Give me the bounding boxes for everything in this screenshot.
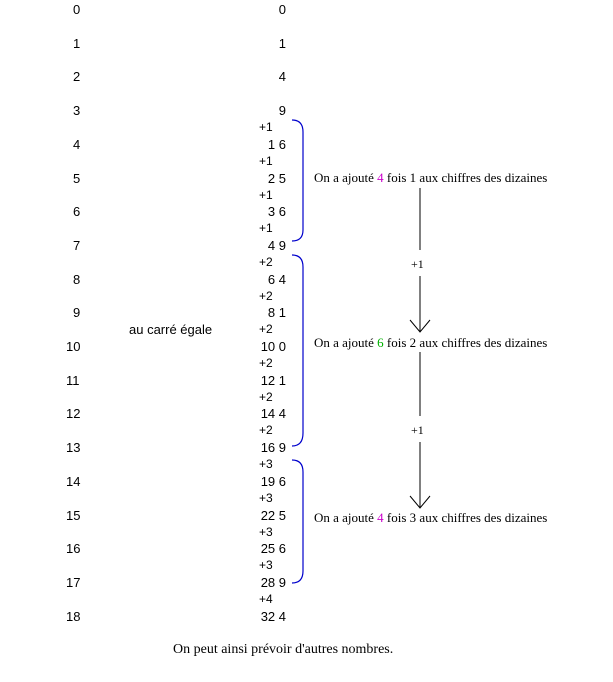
square-17: 28 9 xyxy=(260,574,286,590)
increment-2: +1 xyxy=(259,187,273,202)
number-13: 13 xyxy=(66,440,81,456)
number-8: 8 xyxy=(73,271,81,287)
square-10: 10 0 xyxy=(260,339,286,354)
square-11: 12 1 xyxy=(260,372,286,388)
square-18: 32 4 xyxy=(260,608,286,624)
number-7: 7 xyxy=(73,237,81,253)
arrow-2-head xyxy=(409,495,431,509)
increment-4: +2 xyxy=(259,254,273,269)
increment-1: +1 xyxy=(259,153,273,168)
note-3-before: On a ajouté xyxy=(314,510,378,525)
increment-5: +2 xyxy=(259,288,273,303)
note-1-before: On a ajouté xyxy=(314,170,378,185)
square-7: 4 9 xyxy=(267,237,286,253)
note-3: On a ajouté 4 fois 3 aux chiffres des di… xyxy=(314,510,547,526)
number-10: 10 xyxy=(66,339,81,354)
number-4: 4 xyxy=(73,136,81,152)
brace-group-1 xyxy=(291,119,304,242)
increment-7: +2 xyxy=(259,356,273,370)
increment-3: +1 xyxy=(259,221,273,236)
increment-11: +3 xyxy=(259,490,273,505)
square-9: 8 1 xyxy=(267,305,286,321)
footer-text: On peut ainsi prévoir d'autres nombres. xyxy=(173,642,394,657)
note-2-highlight: 6 xyxy=(377,335,384,350)
increment-9: +2 xyxy=(259,423,273,438)
increment-6: +2 xyxy=(259,322,273,337)
number-2: 2 xyxy=(73,69,81,85)
square-15: 22 5 xyxy=(260,507,286,523)
brace-group-3 xyxy=(291,459,304,584)
brace-group-2 xyxy=(291,254,304,447)
square-0: 0 xyxy=(278,2,286,17)
square-4: 1 6 xyxy=(267,136,286,152)
arrow-1-label: +1 xyxy=(411,257,424,271)
note-1-after: fois 1 aux chiffres des dizaines xyxy=(383,170,548,185)
arrow-1-head xyxy=(409,319,431,333)
square-2: 4 xyxy=(278,69,286,85)
note-2-after: fois 2 aux chiffres des dizaines xyxy=(383,335,548,350)
number-1: 1 xyxy=(73,35,81,51)
number-5: 5 xyxy=(73,170,81,186)
increment-8: +2 xyxy=(259,389,273,404)
square-6: 3 6 xyxy=(267,204,286,220)
note-3-after: fois 3 aux chiffres des dizaines xyxy=(383,510,548,525)
number-17: 17 xyxy=(66,574,81,590)
number-16: 16 xyxy=(66,541,81,557)
number-11: 11 xyxy=(66,372,80,388)
note-3-highlight: 4 xyxy=(377,510,384,525)
number-6: 6 xyxy=(73,204,81,220)
increment-0: +1 xyxy=(259,120,273,135)
number-14: 14 xyxy=(66,473,81,489)
square-8: 6 4 xyxy=(267,271,286,287)
note-1-highlight: 4 xyxy=(377,170,384,185)
number-15: 15 xyxy=(66,507,81,523)
square-3: 9 xyxy=(278,103,286,119)
number-18: 18 xyxy=(66,608,81,624)
square-14: 19 6 xyxy=(260,473,286,489)
increment-12: +3 xyxy=(259,524,273,539)
square-1: 1 xyxy=(278,35,286,51)
note-2-before: On a ajouté xyxy=(314,335,378,350)
note-1: On a ajouté 4 fois 1 aux chiffres des di… xyxy=(314,170,547,186)
note-2: On a ajouté 6 fois 2 aux chiffres des di… xyxy=(314,335,547,351)
arrow-2-label: +1 xyxy=(411,423,424,437)
increment-13: +3 xyxy=(259,558,273,573)
increment-14: +4 xyxy=(259,591,273,606)
number-9: 9 xyxy=(73,305,81,321)
increment-10: +3 xyxy=(259,457,273,472)
middle-label: au carré égale xyxy=(129,322,213,337)
number-3: 3 xyxy=(73,103,81,119)
number-12: 12 xyxy=(66,406,81,422)
square-5: 2 5 xyxy=(267,170,286,186)
number-0: 0 xyxy=(73,2,81,17)
square-16: 25 6 xyxy=(260,541,286,557)
square-13: 16 9 xyxy=(260,440,286,456)
square-12: 14 4 xyxy=(260,406,286,422)
